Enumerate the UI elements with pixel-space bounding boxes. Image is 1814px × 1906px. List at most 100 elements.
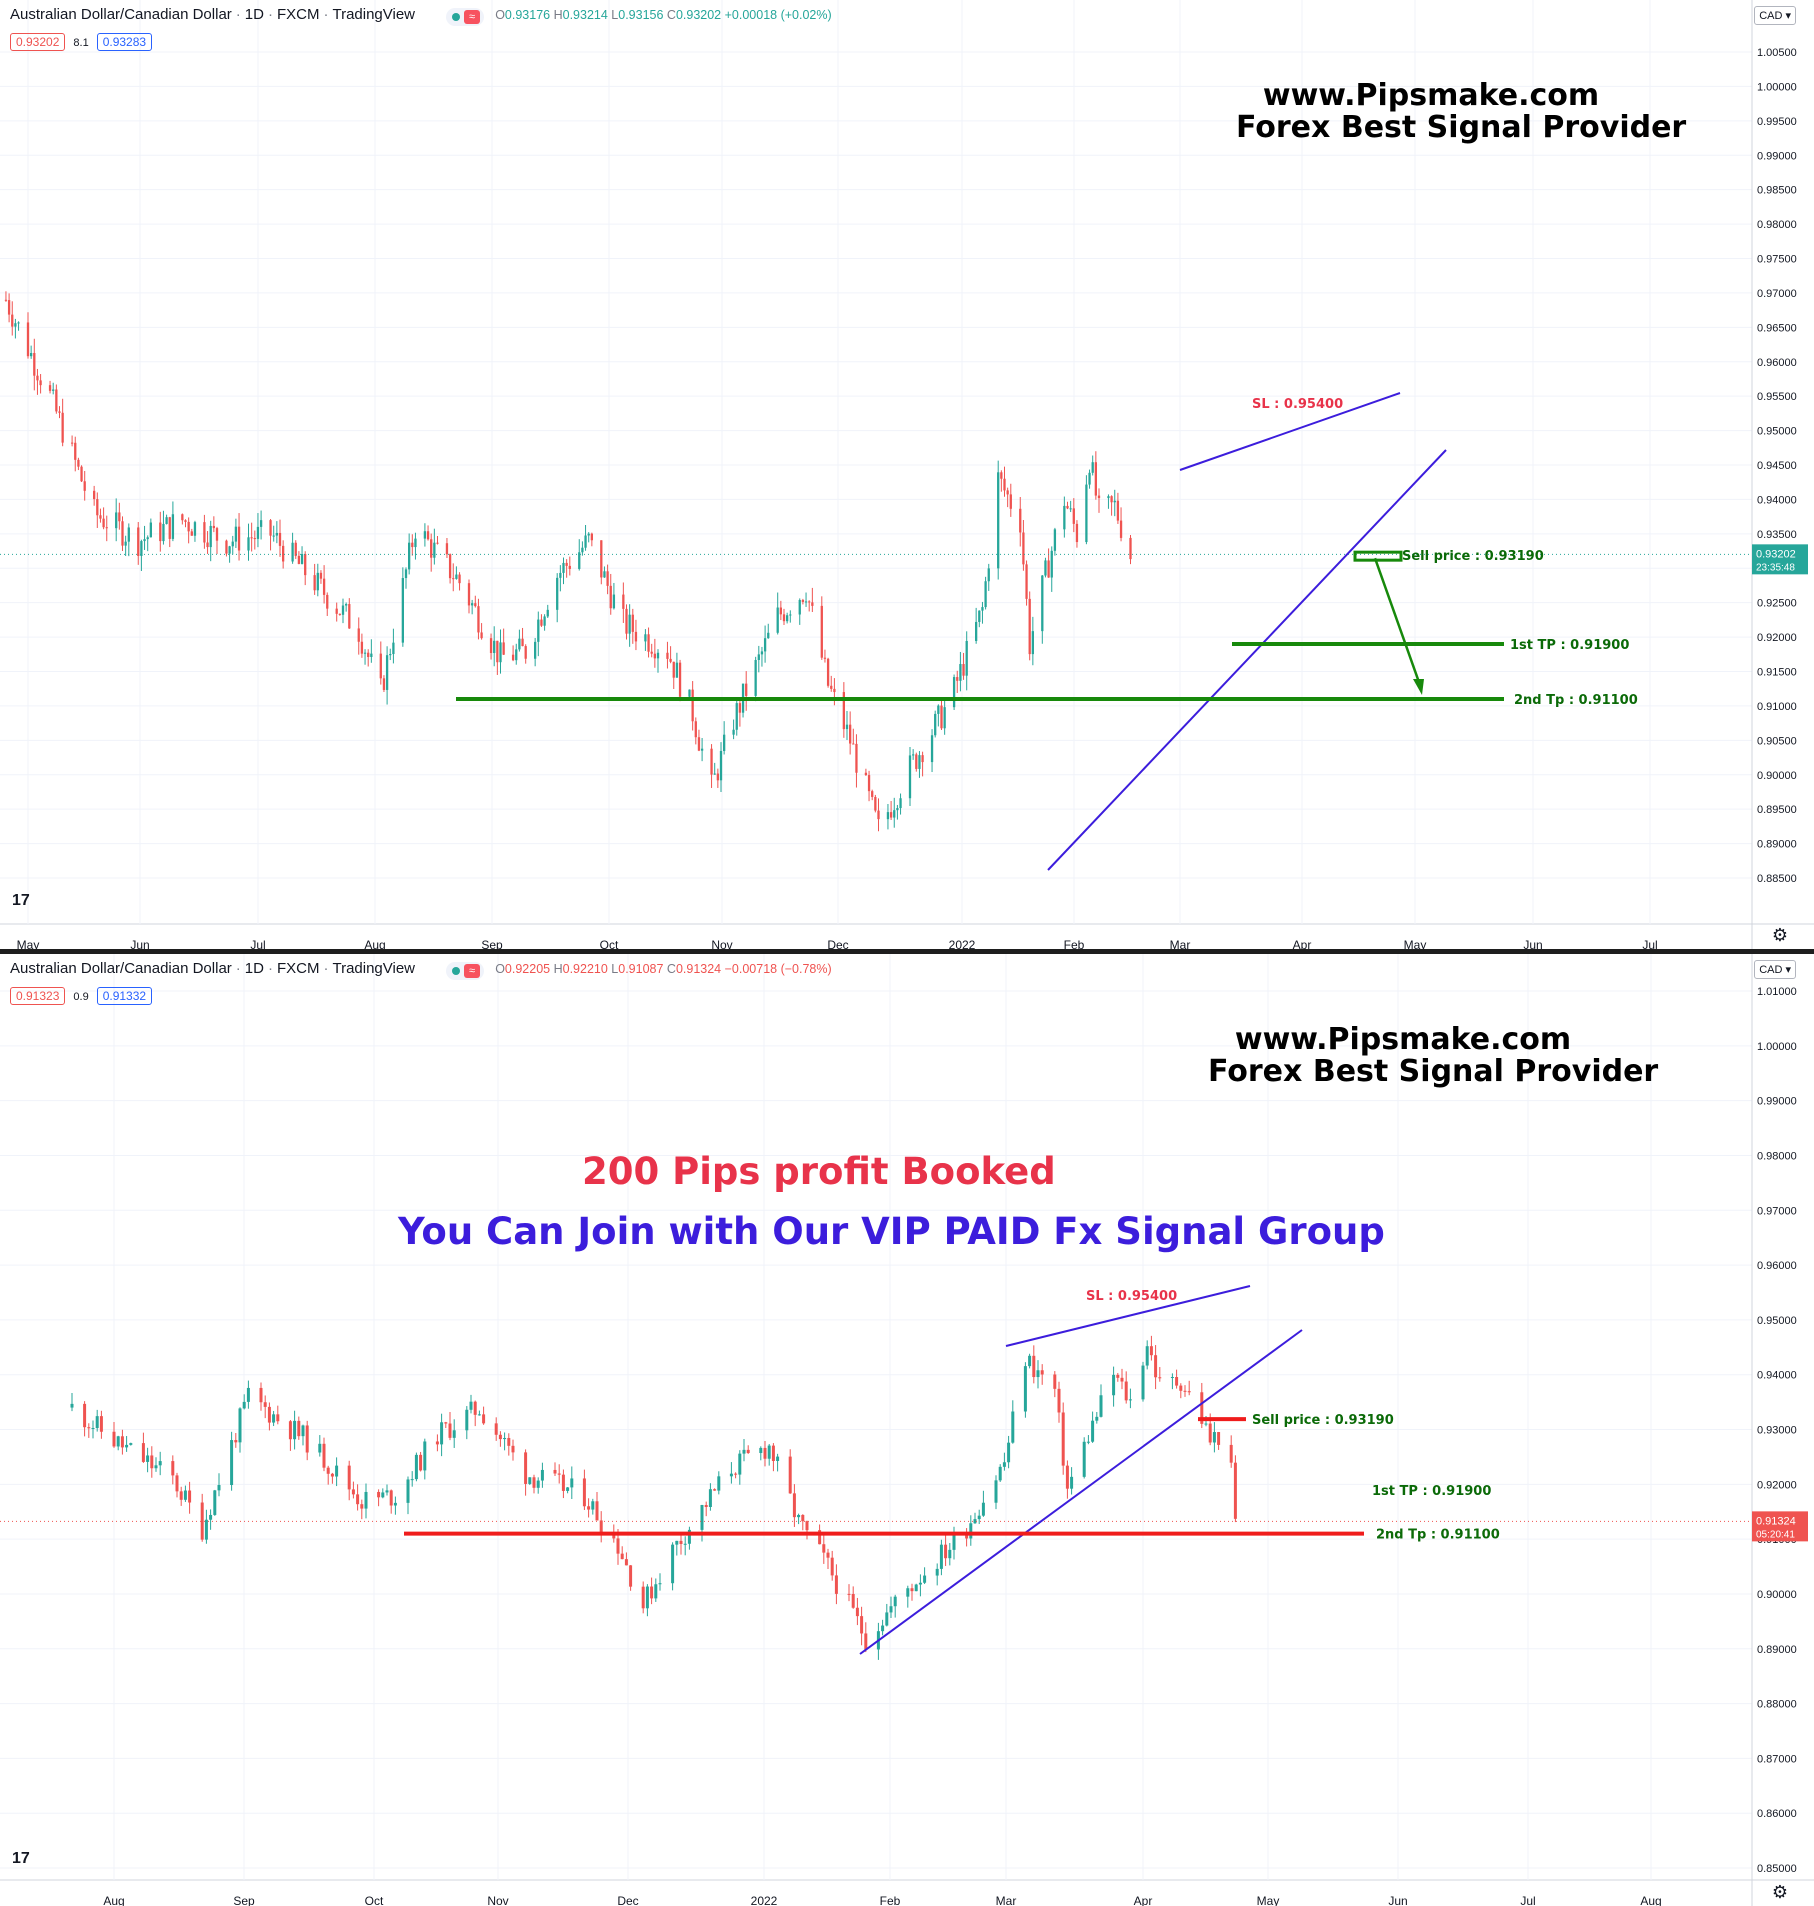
symbol-name[interactable]: Australian Dollar/Canadian Dollar [10, 960, 232, 977]
candle-body [116, 1436, 120, 1447]
candle-body [330, 1473, 334, 1477]
candle-body [389, 1490, 393, 1506]
candle-body [304, 554, 307, 576]
candle-body [93, 490, 96, 500]
candle-body [225, 540, 228, 554]
candle-body [581, 547, 584, 553]
candle-body [48, 385, 52, 391]
candle-body [923, 1575, 927, 1583]
y-tick-label: 0.94000 [1757, 494, 1797, 506]
candle-body [118, 512, 121, 522]
candle-body [650, 1586, 654, 1599]
candle-body [1000, 472, 1003, 479]
candle-body [1022, 532, 1025, 565]
candle-body [704, 1505, 708, 1508]
x-tick-label: Oct [600, 938, 619, 949]
candle-body [188, 1490, 192, 1503]
interval-label[interactable]: 1D [244, 960, 264, 977]
candle-body [348, 604, 351, 629]
y-tick-label: 0.95500 [1757, 391, 1797, 403]
candle-body [70, 1403, 74, 1408]
y-tick-label: 0.85000 [1757, 1863, 1797, 1875]
candle-body [430, 539, 433, 558]
candle-body [754, 659, 757, 696]
symbol-name[interactable]: Australian Dollar/Canadian Dollar [10, 6, 232, 23]
buy-price-button[interactable]: 0.91332 [96, 987, 153, 1005]
candle-body [149, 522, 152, 538]
candle-body [80, 466, 83, 482]
candle-body [697, 737, 701, 751]
candle-body [1120, 1377, 1124, 1382]
candle-body [1116, 1374, 1120, 1378]
candle-body [1088, 472, 1091, 485]
candle-body [276, 1414, 280, 1422]
candle-body [679, 1540, 683, 1544]
brand-tagline: Forex Best Signal Provider [1236, 110, 1687, 145]
candle-body [760, 651, 764, 655]
x-tick-label: Jun [1523, 938, 1542, 949]
candle-body [1070, 1476, 1074, 1489]
replay-icon: ≈ [464, 964, 480, 978]
interval-label[interactable]: 1D [244, 6, 264, 23]
candle-body [845, 724, 849, 730]
tradingview-logo-icon[interactable]: 17 [12, 892, 30, 909]
candle-body [1204, 1423, 1208, 1425]
brand-url: www.Pipsmake.com [1234, 1022, 1572, 1057]
candle-body [335, 608, 338, 614]
candle-body [234, 1440, 238, 1443]
candle-body [499, 642, 502, 663]
candle-body [1091, 1420, 1095, 1442]
rising-trendline [1047, 449, 1447, 871]
x-tick-label: May [17, 938, 40, 949]
candle-body [401, 578, 404, 643]
sell-price-button[interactable]: 0.91323 [10, 987, 66, 1005]
settings-gear-icon[interactable]: ⚙ [1771, 925, 1788, 945]
currency-selector[interactable]: CAD ▾ [1754, 6, 1796, 25]
candle-body [1023, 1366, 1027, 1412]
candle-body [301, 1425, 305, 1437]
candle-body [458, 574, 461, 584]
chart-panel-top[interactable]: 1.00500 1.00000 0.99500 0.99000 0.98500 0.980… [0, 0, 1814, 949]
candle-body [776, 607, 779, 633]
candle-body [738, 1453, 742, 1475]
y-tick-label: 0.96000 [1757, 357, 1797, 369]
candle-body [231, 541, 234, 547]
candle-body [1145, 1346, 1149, 1366]
target-arrow-head [1413, 679, 1424, 696]
last-price-marker [1752, 544, 1808, 575]
candle-body [735, 703, 738, 730]
tradingview-logo-icon[interactable]: 17 [12, 1850, 30, 1867]
change-value: +0.00018 (+0.02%) [724, 8, 832, 22]
candle-body [937, 705, 940, 714]
candle-body [326, 1467, 330, 1474]
chart-panel-bottom[interactable]: 1.01000 1.00000 0.99000 0.98000 0.97000 0.960… [0, 954, 1814, 1906]
stop-loss-label: SL : 0.95400 [1252, 397, 1343, 412]
candle-body [436, 542, 439, 544]
candle-body [389, 654, 392, 656]
price-chart-top[interactable]: 1.00500 1.00000 0.99500 0.99000 0.98500 0.980… [0, 0, 1814, 949]
candle-body [1212, 1432, 1216, 1443]
settings-gear-icon[interactable]: ⚙ [1771, 1882, 1788, 1902]
candle-body [1097, 495, 1101, 499]
candle-body [408, 542, 411, 570]
market-status-pill[interactable]: ≈ [446, 962, 484, 980]
candle-body [99, 1416, 103, 1432]
candle-body [455, 574, 458, 579]
y-tick-label: 0.88000 [1757, 1699, 1797, 1711]
candle-body [267, 1406, 271, 1423]
y-tick-label: 0.90000 [1757, 1589, 1797, 1601]
candle-body [826, 1552, 830, 1558]
candle-body [823, 657, 827, 659]
candle-body [338, 613, 341, 615]
price-chart-bottom[interactable]: 1.01000 1.00000 0.99000 0.98000 0.97000 0.960… [0, 954, 1814, 1906]
market-status-pill[interactable]: ≈ [446, 8, 484, 26]
currency-selector[interactable]: CAD ▾ [1754, 960, 1796, 979]
sell-price-button[interactable]: 0.93202 [10, 33, 66, 51]
candle-body [445, 543, 449, 555]
x-tick-label: Dec [827, 938, 848, 949]
candle-body [234, 526, 238, 542]
buy-price-button[interactable]: 0.93283 [96, 33, 153, 51]
candle-body [650, 651, 653, 654]
candle-body [1057, 1388, 1061, 1413]
candle-body [473, 1401, 477, 1415]
